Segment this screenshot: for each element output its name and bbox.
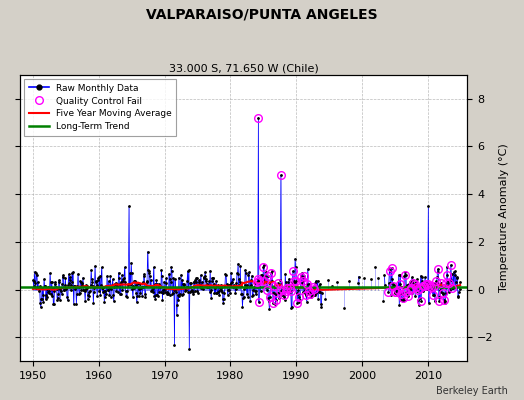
Y-axis label: Temperature Anomaly (°C): Temperature Anomaly (°C) xyxy=(499,144,509,292)
Text: Berkeley Earth: Berkeley Earth xyxy=(436,386,508,396)
Legend: Raw Monthly Data, Quality Control Fail, Five Year Moving Average, Long-Term Tren: Raw Monthly Data, Quality Control Fail, … xyxy=(25,79,176,136)
Title: 33.000 S, 71.650 W (Chile): 33.000 S, 71.650 W (Chile) xyxy=(169,64,319,74)
Text: VALPARAISO/PUNTA ANGELES: VALPARAISO/PUNTA ANGELES xyxy=(146,8,378,22)
